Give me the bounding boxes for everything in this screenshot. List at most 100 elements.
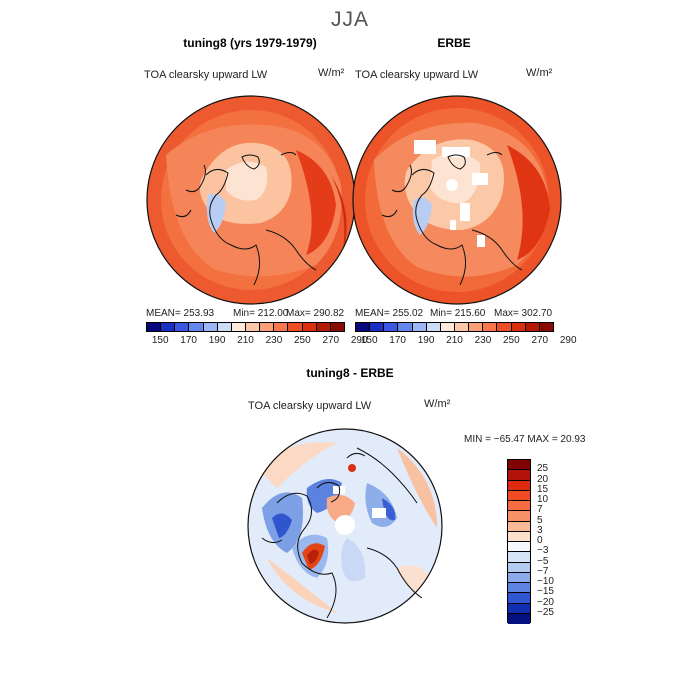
- diff-colorbar-swatch: [508, 521, 530, 532]
- colorbar-swatch: [356, 323, 371, 331]
- colorbar-swatch: [440, 323, 455, 331]
- colorbar-tick-label: 150: [151, 335, 169, 346]
- panel-min-model: Min= 212.00: [233, 308, 289, 319]
- colorbar-model: [146, 322, 345, 332]
- colorbar-swatch: [398, 323, 413, 331]
- colorbar-ticks-model: 150 170 190 210 230 250 270 290: [146, 335, 368, 349]
- panel-max-obs: Max= 302.70: [494, 308, 553, 319]
- colorbar-tick-label: 170: [180, 335, 197, 346]
- colorbar-swatch: [161, 323, 176, 331]
- panel-max-model: Max= 290.82: [286, 308, 345, 319]
- diff-colorbar-label: −5: [537, 555, 549, 567]
- colorbar-tick-label: 250: [503, 335, 520, 346]
- panel-variable-obs: TOA clearsky upward LW: [355, 69, 479, 81]
- diff-variable: TOA clearsky upward LW: [248, 400, 372, 412]
- diff-colorbar-label: 5: [537, 514, 543, 526]
- colorbar-swatch: [175, 323, 190, 331]
- panel-units-model: W/m²: [318, 67, 345, 79]
- diff-colorbar-swatch: [508, 511, 530, 522]
- panel-title-model: tuning8 (yrs 1979-1979): [183, 36, 317, 50]
- diff-colorbar-label: 15: [537, 483, 549, 495]
- diff-colorbar-label: 3: [537, 524, 543, 536]
- colorbar-swatch: [260, 323, 275, 331]
- colorbar-swatch: [217, 323, 232, 331]
- colorbar-tick-label: 250: [294, 335, 311, 346]
- diff-colorbar-label: −15: [537, 586, 554, 598]
- colorbar-swatch: [469, 323, 484, 331]
- panel-mean-obs: MEAN= 255.02: [355, 308, 424, 319]
- colorbar-tick-label: 150: [360, 335, 378, 346]
- colorbar-swatch: [147, 323, 162, 331]
- colorbar-swatch: [231, 323, 246, 331]
- diff-colorbar-label: −10: [537, 576, 554, 587]
- colorbar-tick-label: 230: [265, 335, 283, 346]
- diff-colorbar-label: 0: [537, 535, 543, 546]
- colorbar-tick-label: 270: [322, 335, 340, 346]
- diff-range: MIN = −65.47 MAX = 20.93: [464, 434, 586, 445]
- colorbar-swatch: [539, 323, 553, 331]
- colorbar-swatch: [525, 323, 540, 331]
- colorbar-tick-label: 290: [350, 335, 368, 346]
- diff-colorbar: [507, 459, 531, 624]
- colorbar-swatch: [497, 323, 512, 331]
- colorbar-tick-label: 210: [446, 335, 463, 346]
- panel-variable-model: TOA clearsky upward LW: [144, 69, 268, 81]
- colorbar-tick-label: 290: [559, 335, 577, 346]
- diff-colorbar-swatch: [508, 490, 530, 501]
- diff-colorbar-swatch: [508, 572, 530, 583]
- colorbar-ticks-obs: 150 170 190 210 230 250 270 290: [355, 335, 577, 349]
- colorbar-swatch: [245, 323, 261, 331]
- diff-colorbar-swatch: [508, 542, 530, 553]
- diff-title: tuning8 - ERBE: [306, 366, 394, 380]
- diff-colorbar-swatch: [508, 583, 530, 594]
- diff-colorbar-label: −3: [537, 545, 549, 557]
- diff-colorbar-label: 7: [537, 504, 543, 516]
- diff-colorbar-swatch: [508, 501, 530, 512]
- colorbar-swatch: [454, 323, 470, 331]
- colorbar-swatch: [412, 323, 427, 331]
- colorbar-tick-label: 170: [389, 335, 406, 346]
- colorbar-tick-label: 190: [208, 335, 226, 346]
- colorbar-swatch: [302, 323, 317, 331]
- diff-colorbar-label: 10: [537, 494, 549, 505]
- diff-colorbar-swatch: [508, 613, 530, 624]
- diff-colorbar-swatch: [508, 480, 530, 491]
- colorbar-swatch: [370, 323, 385, 331]
- colorbar-tick-label: 190: [417, 335, 435, 346]
- colorbar-obs: [355, 322, 554, 332]
- diff-colorbar-swatch: [508, 603, 530, 614]
- diff-colorbar-label: −20: [537, 596, 554, 608]
- diff-colorbar-label: 20: [537, 473, 549, 485]
- colorbar-tick-label: 270: [531, 335, 549, 346]
- diff-colorbar-label: −7: [537, 565, 549, 577]
- polar-map-model: [146, 95, 356, 305]
- diff-colorbar-swatch: [508, 531, 530, 542]
- colorbar-tick-label: 230: [474, 335, 492, 346]
- colorbar-swatch: [511, 323, 526, 331]
- diff-units: W/m²: [424, 398, 451, 410]
- colorbar-tick-label: 210: [237, 335, 254, 346]
- panel-units-obs: W/m²: [526, 67, 553, 79]
- colorbar-swatch: [288, 323, 303, 331]
- diff-colorbar-swatch: [508, 562, 530, 573]
- diff-colorbar-swatch: [508, 593, 530, 604]
- colorbar-swatch: [274, 323, 289, 331]
- diff-colorbar-swatch: [508, 470, 530, 481]
- colorbar-swatch: [316, 323, 331, 331]
- colorbar-swatch: [426, 323, 441, 331]
- diff-colorbar-swatch: [508, 460, 530, 471]
- polar-map-obs: [352, 95, 562, 305]
- season-title: JJA: [330, 8, 369, 31]
- colorbar-swatch: [203, 323, 218, 331]
- diff-colorbar-swatch: [508, 552, 530, 563]
- colorbar-swatch: [384, 323, 399, 331]
- colorbar-swatch: [189, 323, 204, 331]
- panel-title-obs: ERBE: [437, 36, 471, 50]
- colorbar-swatch: [330, 323, 344, 331]
- diff-colorbar-label: −25: [537, 606, 554, 618]
- panel-mean-model: MEAN= 253.93: [146, 308, 215, 319]
- diff-colorbar-labels: 25 20 15 10 7 5 3 0 −3 −5 −7 −10 −15 −20 −25: [537, 459, 577, 623]
- colorbar-swatch: [483, 323, 498, 331]
- diff-colorbar-label: 25: [537, 463, 549, 475]
- panel-min-obs: Min= 215.60: [430, 308, 486, 319]
